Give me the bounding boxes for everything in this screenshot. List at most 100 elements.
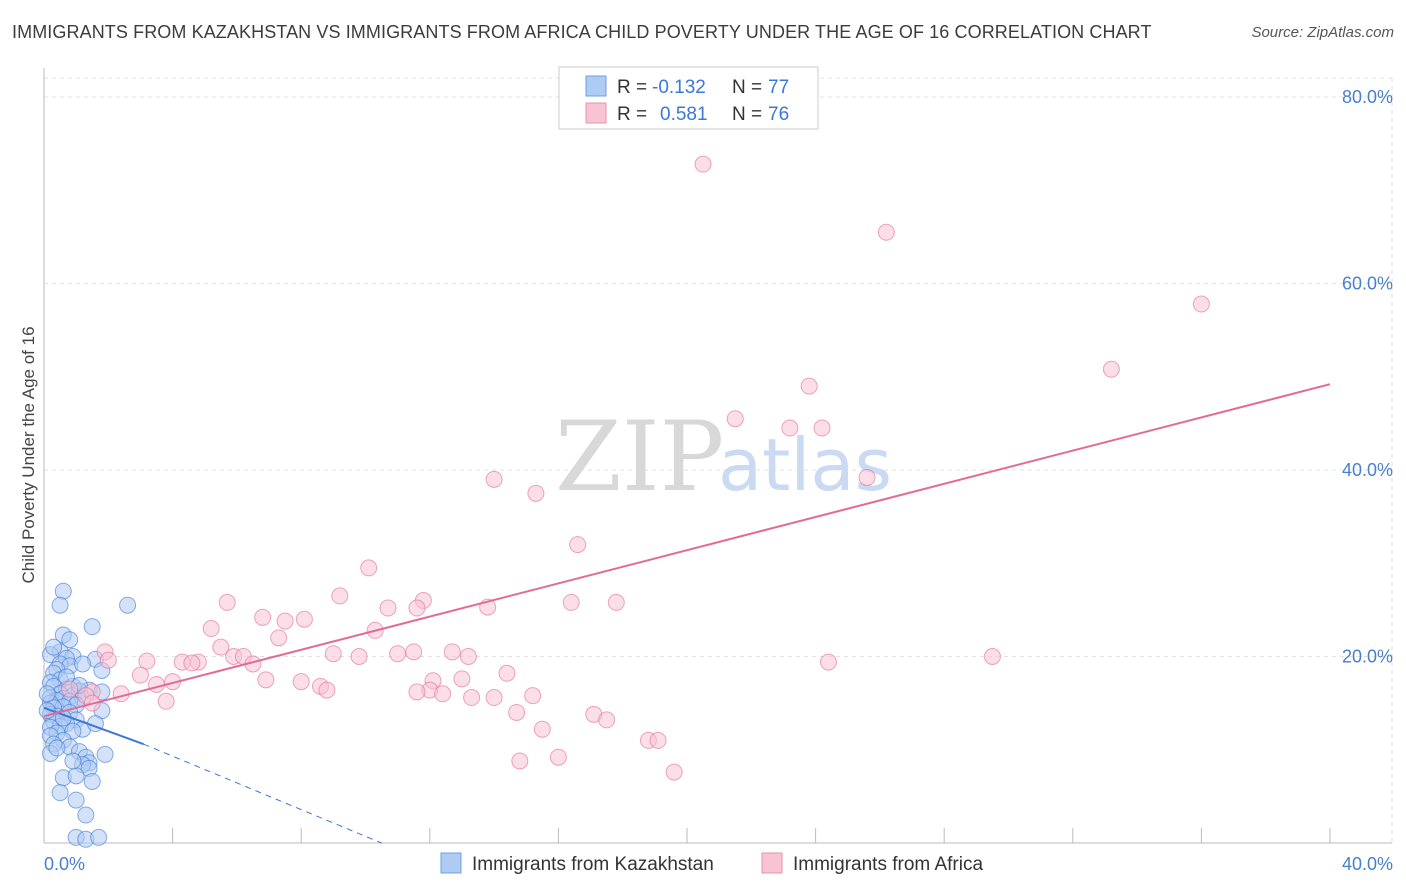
point-africa xyxy=(813,419,831,437)
point-africa xyxy=(138,652,156,670)
point-africa xyxy=(218,593,236,611)
point-kazakhstan xyxy=(67,791,85,809)
point-africa xyxy=(800,377,818,395)
point-africa xyxy=(389,645,407,663)
point-africa xyxy=(270,629,288,647)
point-africa xyxy=(350,648,368,665)
point-kazakhstan xyxy=(51,784,69,802)
point-africa xyxy=(99,651,117,669)
point-africa xyxy=(434,685,452,703)
point-kazakhstan xyxy=(77,806,95,824)
legend-n-value: 76 xyxy=(768,104,789,125)
legend-swatch-africa xyxy=(585,102,607,124)
point-kazakhstan xyxy=(38,685,56,703)
chart-title: IMMIGRANTS FROM KAZAKHSTAN VS IMMIGRANTS… xyxy=(12,22,1152,42)
point-africa xyxy=(292,673,310,691)
point-africa xyxy=(485,470,503,488)
point-africa xyxy=(858,468,876,486)
point-africa xyxy=(524,687,542,705)
point-kazakhstan xyxy=(119,596,137,614)
x-tick-label: 40.0% xyxy=(1342,854,1393,874)
point-kazakhstan xyxy=(48,739,66,757)
y-tick-label: 80.0% xyxy=(1342,87,1393,107)
point-africa xyxy=(459,648,477,665)
trend-line-kazakhstan xyxy=(43,706,145,746)
point-africa xyxy=(607,593,625,611)
point-africa xyxy=(212,638,230,656)
y-tick-label: 20.0% xyxy=(1342,647,1393,667)
point-africa xyxy=(726,410,744,428)
legend-r-value: -0.132 xyxy=(652,77,706,98)
point-africa xyxy=(527,484,545,502)
legend-r-value: 0.581 xyxy=(660,104,708,125)
point-africa xyxy=(443,643,461,661)
point-kazakhstan xyxy=(90,828,108,846)
point-africa xyxy=(254,608,272,626)
y-axis-label: Child Poverty Under the Age of 16 xyxy=(19,326,38,583)
trend-line-kazakhstan-extension xyxy=(143,743,382,844)
y-tick-label: 60.0% xyxy=(1342,274,1393,294)
point-africa xyxy=(549,748,567,766)
point-kazakhstan xyxy=(51,596,69,614)
bottom-legend-label-kazakhstan: Immigrants from Kazakhstan xyxy=(472,854,714,875)
point-africa xyxy=(360,559,378,577)
point-africa xyxy=(276,612,294,630)
point-africa xyxy=(202,620,220,638)
x-tick-label: 0.0% xyxy=(44,854,85,874)
point-kazakhstan xyxy=(67,767,85,785)
bottom-legend-swatch-africa xyxy=(761,852,783,874)
point-kazakhstan xyxy=(54,582,72,600)
point-africa xyxy=(183,654,201,672)
bottom-legend-swatch-kazakhstan xyxy=(440,852,462,874)
point-africa xyxy=(453,670,471,688)
legend-r-label: R = xyxy=(617,77,647,98)
point-kazakhstan xyxy=(45,638,63,656)
point-africa xyxy=(562,593,580,611)
point-africa xyxy=(408,599,426,617)
point-africa xyxy=(131,666,149,684)
point-africa xyxy=(819,653,837,671)
y-tick-label: 40.0% xyxy=(1342,460,1393,480)
x-tick-labels: 0.0% 40.0% xyxy=(44,854,1393,874)
watermark: ZIP atlas xyxy=(555,401,892,513)
point-africa xyxy=(598,711,616,729)
point-kazakhstan xyxy=(74,655,92,673)
point-africa xyxy=(331,587,349,605)
legend-n-label: N = xyxy=(732,77,762,98)
point-africa xyxy=(463,689,481,707)
point-africa xyxy=(324,645,342,663)
point-kazakhstan xyxy=(64,752,82,770)
point-africa xyxy=(569,536,587,554)
watermark-zip-text: ZIP xyxy=(555,401,724,513)
watermark-atlas-text: atlas xyxy=(718,423,892,507)
point-africa xyxy=(1192,295,1210,313)
point-africa xyxy=(498,664,516,682)
legend-swatch-kazakhstan xyxy=(585,75,607,97)
point-kazakhstan xyxy=(83,618,101,636)
point-africa xyxy=(665,763,683,781)
point-africa xyxy=(379,599,397,617)
point-africa xyxy=(295,610,313,628)
bottom-legend-label-africa: Immigrants from Africa xyxy=(793,854,983,875)
point-africa xyxy=(877,223,895,241)
point-africa xyxy=(318,681,336,699)
trend-line-africa xyxy=(43,383,1331,718)
point-africa xyxy=(257,671,275,689)
point-africa xyxy=(649,731,667,749)
point-africa xyxy=(148,675,166,693)
point-africa xyxy=(508,703,526,721)
trend-lines xyxy=(43,383,1331,844)
point-africa xyxy=(511,752,529,770)
point-africa xyxy=(781,419,799,437)
y-tick-labels: 20.0% 40.0% 60.0% 80.0% xyxy=(1342,87,1393,667)
point-africa xyxy=(485,689,503,707)
legend-n-value: 77 xyxy=(768,77,789,98)
point-kazakhstan xyxy=(96,745,114,763)
point-africa xyxy=(983,648,1001,665)
legend-r-label: R = xyxy=(617,104,647,125)
point-africa xyxy=(61,680,79,698)
series-kazakhstan xyxy=(38,582,137,848)
legend: R = -0.132 N = 77 R = 0.581 N = 76 xyxy=(558,66,819,130)
point-kazakhstan xyxy=(61,631,79,649)
